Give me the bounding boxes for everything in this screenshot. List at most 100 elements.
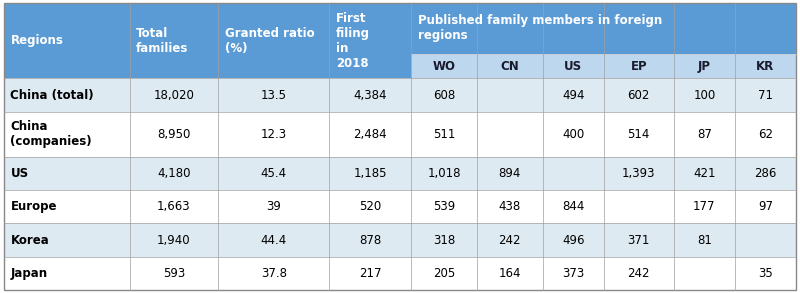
Text: 205: 205 <box>433 267 455 280</box>
Text: 97: 97 <box>758 200 773 213</box>
Text: 45.4: 45.4 <box>261 167 287 180</box>
Text: 593: 593 <box>163 267 185 280</box>
Bar <box>4 190 130 223</box>
Text: JP: JP <box>698 59 711 72</box>
Bar <box>735 190 796 223</box>
Bar <box>218 112 330 157</box>
Bar <box>542 157 604 190</box>
Text: 217: 217 <box>359 267 382 280</box>
Text: 37.8: 37.8 <box>261 267 286 280</box>
Text: 242: 242 <box>627 267 650 280</box>
Bar <box>735 223 796 257</box>
Bar <box>735 54 796 78</box>
Bar <box>604 112 674 157</box>
Bar <box>4 3 130 78</box>
Text: US: US <box>564 59 582 72</box>
Text: China (total): China (total) <box>10 88 94 101</box>
Bar <box>604 257 674 290</box>
Bar <box>130 157 218 190</box>
Bar <box>218 223 330 257</box>
Bar <box>604 157 674 190</box>
Text: 520: 520 <box>359 200 382 213</box>
Bar <box>604 190 674 223</box>
Bar <box>674 54 735 78</box>
Text: 608: 608 <box>433 88 455 101</box>
Bar <box>542 190 604 223</box>
Bar <box>330 223 411 257</box>
Text: 81: 81 <box>697 234 712 246</box>
Bar <box>674 223 735 257</box>
Bar <box>477 257 542 290</box>
Text: 400: 400 <box>562 128 584 141</box>
Text: 1,940: 1,940 <box>157 234 190 246</box>
Text: 242: 242 <box>498 234 521 246</box>
Bar <box>218 78 330 112</box>
Bar <box>130 112 218 157</box>
Bar <box>330 78 411 112</box>
Bar <box>130 223 218 257</box>
Text: 18,020: 18,020 <box>154 88 194 101</box>
Text: Granted ratio
(%): Granted ratio (%) <box>225 27 314 54</box>
Text: First
filing
in
2018: First filing in 2018 <box>336 12 370 70</box>
Bar <box>674 112 735 157</box>
Text: 421: 421 <box>693 167 716 180</box>
Bar <box>411 54 477 78</box>
Text: Total
families: Total families <box>136 27 189 54</box>
Text: Published family members in foreign
regions: Published family members in foreign regi… <box>418 14 662 42</box>
Bar <box>674 190 735 223</box>
Text: KR: KR <box>756 59 774 72</box>
Bar <box>542 78 604 112</box>
Bar <box>218 3 330 78</box>
Bar <box>411 190 477 223</box>
Bar <box>330 3 411 78</box>
Bar <box>411 157 477 190</box>
Bar <box>542 257 604 290</box>
Text: 87: 87 <box>697 128 712 141</box>
Bar <box>477 190 542 223</box>
Text: 62: 62 <box>758 128 773 141</box>
Text: 318: 318 <box>433 234 455 246</box>
Bar <box>130 190 218 223</box>
Text: 1,185: 1,185 <box>354 167 387 180</box>
Bar <box>130 3 218 78</box>
Bar <box>735 157 796 190</box>
Bar <box>674 78 735 112</box>
Text: China
(companies): China (companies) <box>10 120 92 148</box>
Text: 373: 373 <box>562 267 584 280</box>
Text: 164: 164 <box>498 267 521 280</box>
Text: Japan: Japan <box>10 267 47 280</box>
Text: 438: 438 <box>498 200 521 213</box>
Text: CN: CN <box>501 59 519 72</box>
Bar <box>411 78 477 112</box>
Bar <box>542 54 604 78</box>
Text: WO: WO <box>433 59 456 72</box>
Bar <box>477 157 542 190</box>
Text: 177: 177 <box>693 200 716 213</box>
Bar <box>4 78 130 112</box>
Text: 286: 286 <box>754 167 777 180</box>
Text: 511: 511 <box>433 128 455 141</box>
Bar <box>477 78 542 112</box>
Text: 1,663: 1,663 <box>157 200 190 213</box>
Bar <box>542 223 604 257</box>
Bar <box>330 157 411 190</box>
Bar <box>735 112 796 157</box>
Text: 878: 878 <box>359 234 382 246</box>
Bar <box>411 3 796 54</box>
Text: 4,180: 4,180 <box>158 167 190 180</box>
Text: 13.5: 13.5 <box>261 88 286 101</box>
Text: 496: 496 <box>562 234 585 246</box>
Bar <box>218 157 330 190</box>
Bar <box>330 190 411 223</box>
Bar <box>4 157 130 190</box>
Text: 39: 39 <box>266 200 282 213</box>
Text: 844: 844 <box>562 200 584 213</box>
Bar <box>330 257 411 290</box>
Bar <box>130 78 218 112</box>
Bar <box>4 112 130 157</box>
Text: US: US <box>10 167 29 180</box>
Text: 71: 71 <box>758 88 773 101</box>
Bar <box>411 257 477 290</box>
Text: 894: 894 <box>498 167 521 180</box>
Text: 514: 514 <box>627 128 650 141</box>
